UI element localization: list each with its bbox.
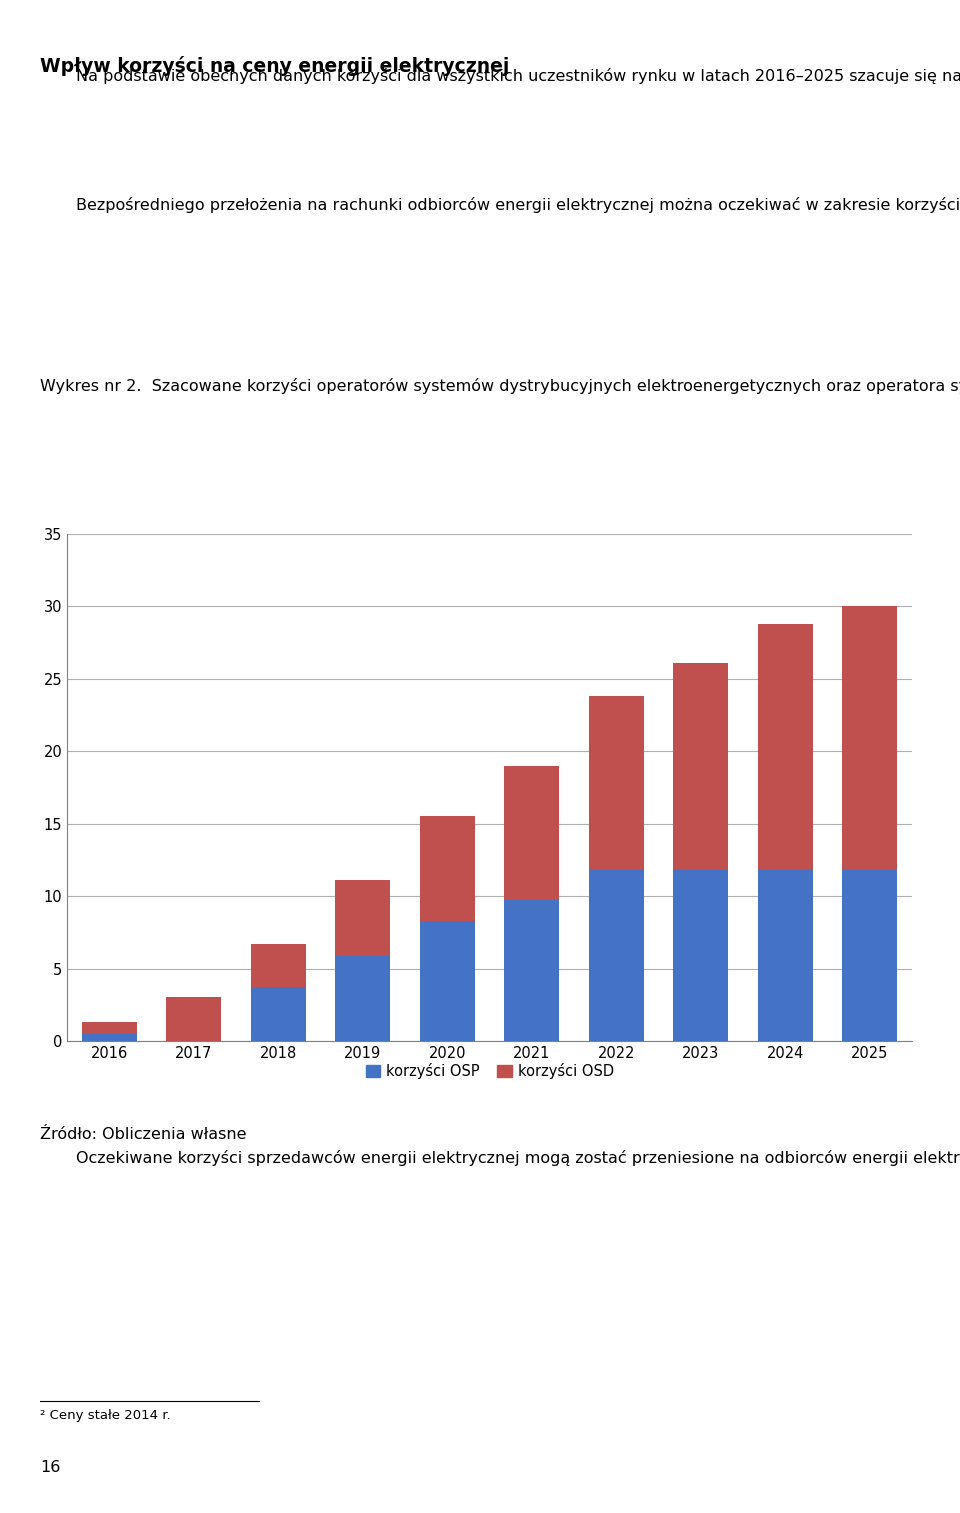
Bar bbox=[420, 921, 475, 1041]
Text: 16: 16 bbox=[40, 1460, 60, 1475]
Bar bbox=[757, 623, 813, 870]
Text: Źródło: Obliczenia własne: Źródło: Obliczenia własne bbox=[40, 1127, 247, 1142]
Text: Wpływ korzyści na ceny energii elektrycznej: Wpływ korzyści na ceny energii elektrycz… bbox=[40, 56, 510, 76]
Bar bbox=[251, 944, 306, 988]
Bar bbox=[588, 870, 644, 1041]
Text: Wykres nr 2.  Szacowane korzyści operatorów systemów dystrybucyjnych elektroener: Wykres nr 2. Szacowane korzyści operator… bbox=[40, 378, 960, 395]
Bar bbox=[504, 766, 560, 900]
Bar bbox=[82, 1023, 137, 1033]
Text: ² Ceny stałe 2014 r.: ² Ceny stałe 2014 r. bbox=[40, 1409, 171, 1422]
Text: Bezpośredniego przełożenia na rachunki odbiorców energii elektrycznej można ocze: Bezpośredniego przełożenia na rachunki o… bbox=[76, 197, 960, 213]
Bar bbox=[673, 870, 729, 1041]
Bar bbox=[420, 817, 475, 921]
Bar bbox=[335, 956, 391, 1041]
Legend: korzyści OSP, korzyści OSD: korzyści OSP, korzyści OSD bbox=[366, 1064, 613, 1079]
Bar bbox=[673, 663, 729, 870]
Bar bbox=[588, 696, 644, 870]
Bar bbox=[504, 900, 560, 1041]
Bar bbox=[251, 988, 306, 1041]
Text: Na podstawie obecnych danych korzyści dla wszystkich uczestników rynku w latach : Na podstawie obecnych danych korzyści dl… bbox=[76, 68, 960, 85]
Bar bbox=[757, 870, 813, 1041]
Text: Oczekiwane korzyści sprzedawców energii elektrycznej mogą zostać przeniesione na: Oczekiwane korzyści sprzedawców energii … bbox=[76, 1150, 960, 1167]
Bar bbox=[166, 997, 222, 1041]
Bar bbox=[335, 881, 391, 956]
Bar bbox=[82, 1033, 137, 1041]
Bar bbox=[842, 607, 898, 870]
Bar bbox=[842, 870, 898, 1041]
